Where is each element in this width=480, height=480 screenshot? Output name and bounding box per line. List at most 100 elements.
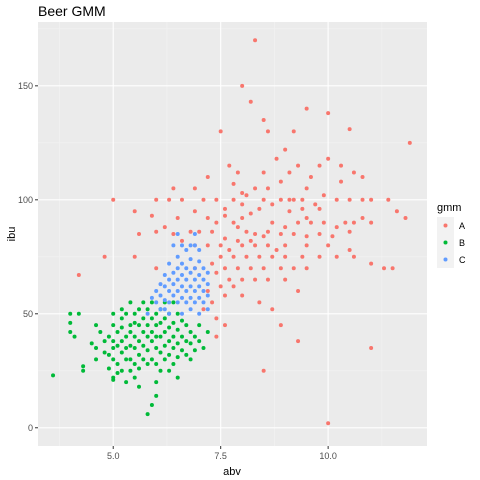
point-a: [240, 216, 245, 221]
point-b: [179, 318, 184, 323]
point-a: [394, 209, 399, 214]
point-a: [291, 232, 296, 236]
point-a: [287, 197, 292, 202]
point-b: [111, 377, 116, 382]
point-c: [175, 288, 180, 293]
point-a: [227, 247, 232, 252]
point-b: [179, 334, 184, 339]
point-a: [351, 220, 356, 225]
y-tick-label: 0: [28, 423, 33, 433]
point-a: [214, 316, 219, 321]
point-a: [235, 170, 240, 175]
legend-label-c: C: [459, 255, 466, 265]
point-a: [235, 266, 240, 271]
point-c: [201, 288, 206, 293]
point-a: [270, 220, 275, 225]
point-a: [253, 186, 258, 191]
point-a: [240, 243, 245, 248]
point-a: [287, 209, 292, 214]
point-a: [240, 190, 245, 195]
point-c: [205, 307, 210, 312]
point-b: [94, 345, 99, 350]
point-a: [407, 140, 412, 145]
point-a: [154, 229, 159, 234]
point-a: [296, 288, 301, 293]
point-a: [261, 170, 266, 175]
point-a: [317, 206, 322, 211]
point-a: [132, 254, 137, 259]
point-a: [326, 156, 331, 161]
point-a: [205, 243, 210, 248]
point-a: [218, 243, 223, 248]
legend-swatch-b: [443, 240, 448, 245]
point-a: [192, 209, 197, 214]
point-b: [149, 330, 154, 335]
point-c: [175, 254, 180, 259]
point-b: [124, 380, 129, 385]
point-a: [274, 247, 279, 252]
point-a: [222, 323, 227, 328]
point-c: [167, 288, 172, 293]
point-b: [128, 300, 133, 305]
point-b: [137, 366, 142, 371]
point-b: [106, 352, 111, 357]
point-a: [347, 229, 352, 234]
point-a: [261, 266, 266, 271]
point-a: [296, 220, 301, 225]
point-b: [141, 300, 146, 305]
point-b: [171, 300, 176, 305]
point-b: [141, 357, 146, 362]
point-b: [76, 311, 81, 316]
point-b: [149, 316, 154, 321]
point-b: [137, 323, 142, 328]
point-b: [115, 343, 120, 348]
point-b: [124, 334, 129, 339]
point-b: [175, 327, 180, 332]
legend-label-a: A: [459, 221, 465, 231]
point-b: [137, 384, 142, 389]
point-a: [261, 234, 266, 239]
point-b: [115, 330, 120, 335]
point-a: [386, 197, 391, 202]
point-b: [175, 341, 180, 346]
point-c: [171, 293, 176, 298]
point-c: [149, 295, 154, 300]
point-b: [124, 311, 129, 316]
point-a: [265, 243, 270, 248]
point-a: [287, 170, 292, 175]
point-b: [192, 334, 197, 339]
point-c: [154, 300, 159, 305]
point-b: [149, 339, 154, 344]
point-b: [188, 357, 193, 362]
point-c: [192, 277, 197, 282]
point-c: [197, 273, 202, 278]
point-a: [248, 211, 253, 216]
point-a: [214, 270, 219, 275]
point-a: [188, 229, 193, 234]
point-b: [184, 323, 189, 328]
point-b: [201, 345, 206, 350]
point-a: [304, 266, 309, 271]
point-a: [326, 111, 331, 116]
point-a: [175, 216, 180, 221]
point-a: [283, 254, 288, 259]
point-c: [192, 243, 197, 248]
point-b: [68, 330, 73, 335]
point-c: [184, 247, 189, 252]
point-c: [184, 266, 189, 271]
point-c: [205, 270, 210, 275]
point-a: [308, 220, 313, 225]
point-b: [98, 330, 103, 335]
point-a: [304, 234, 309, 239]
data-points: [51, 38, 412, 426]
point-b: [154, 311, 159, 316]
point-b: [106, 334, 111, 339]
y-axis-title: ibu: [6, 227, 18, 242]
point-b: [145, 348, 150, 353]
axes: 5.0 7.5 10.0 0 50 100 150: [18, 81, 337, 461]
x-tick-label: 5.0: [107, 451, 120, 461]
point-a: [270, 202, 275, 207]
point-a: [308, 175, 313, 180]
point-a: [278, 266, 283, 271]
point-a: [218, 254, 223, 259]
